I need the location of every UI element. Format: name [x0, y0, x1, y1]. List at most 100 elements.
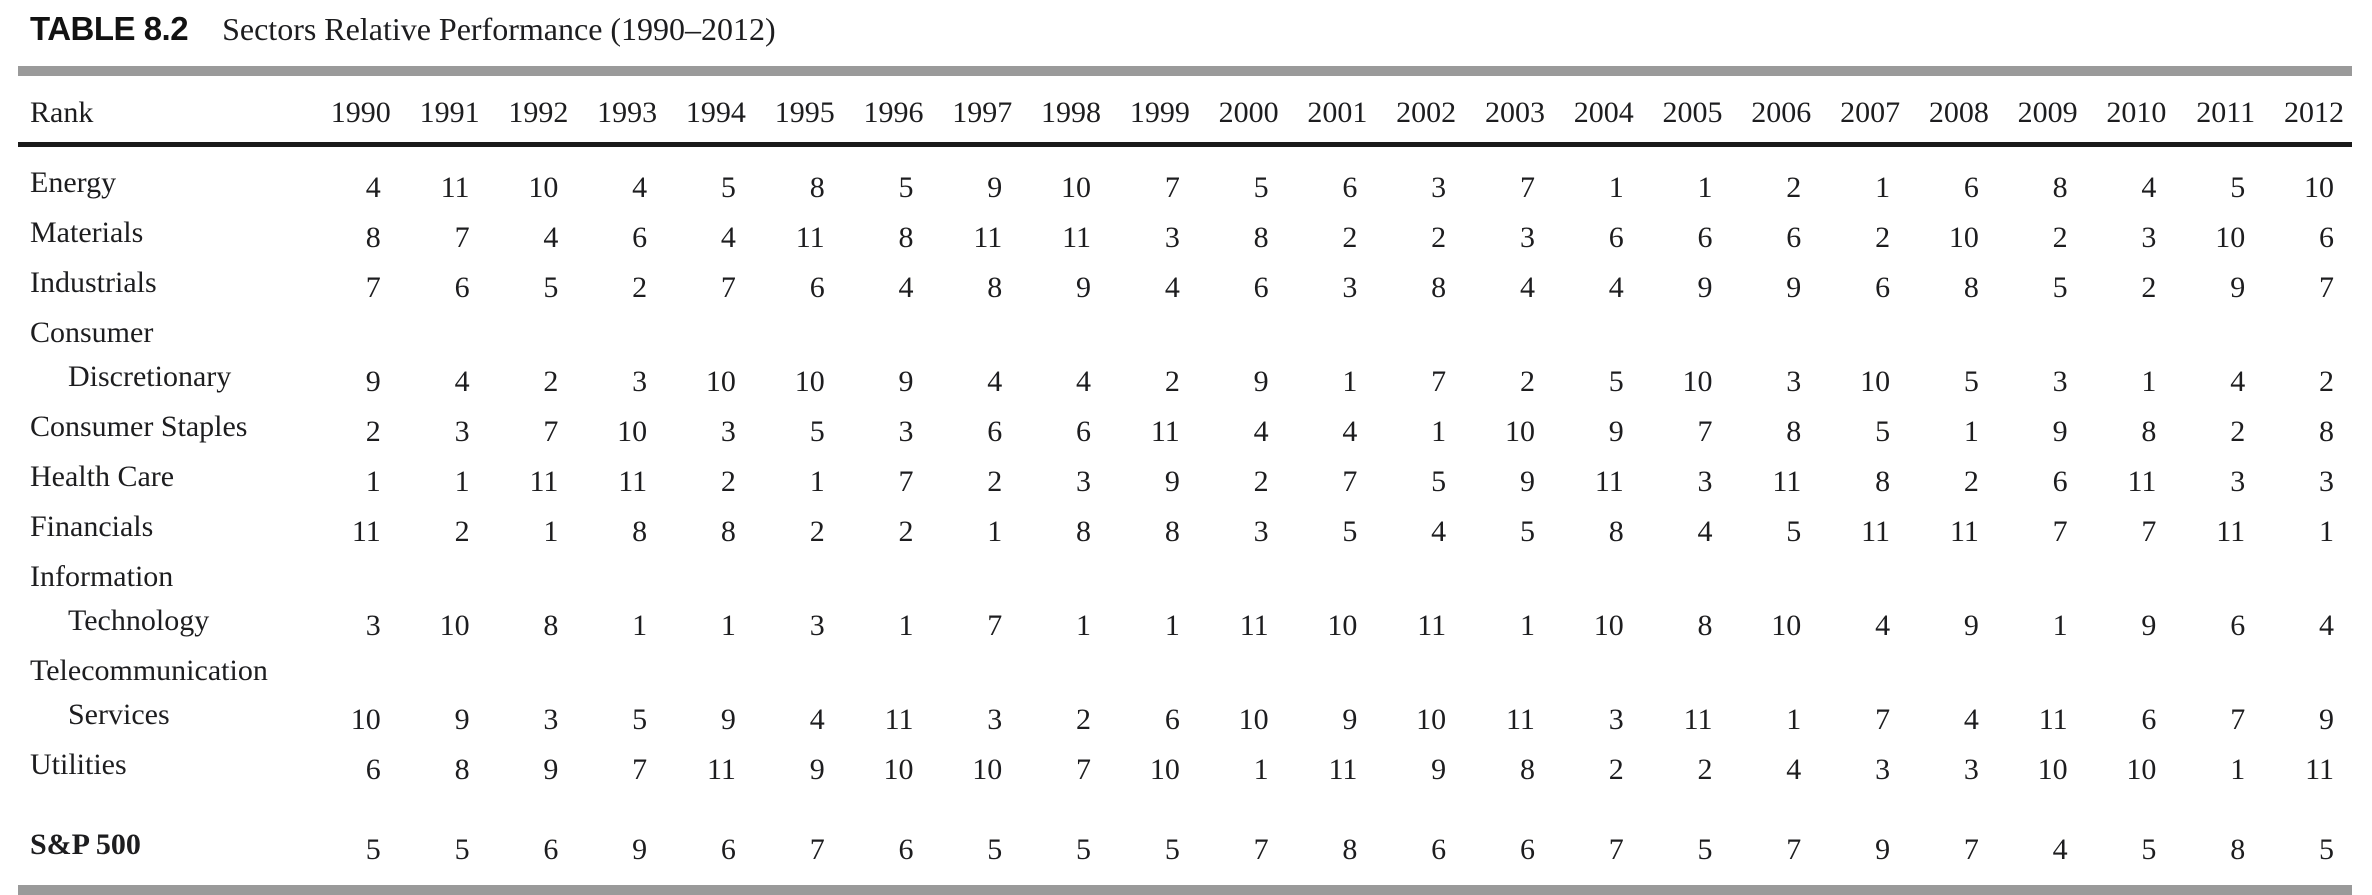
year-header: 2000	[1197, 76, 1287, 147]
rank-cell: 10	[1061, 171, 1092, 204]
rank-cell: 8	[809, 171, 825, 204]
rank-cell: 11	[973, 221, 1003, 254]
rank-cell: 9	[720, 703, 736, 736]
rank-cell: 4	[2230, 365, 2246, 398]
rank-cell: 10	[794, 365, 825, 398]
rank-cell: 5	[2141, 833, 2157, 866]
rank-cell: 1	[1519, 609, 1535, 642]
rank-cell: 3	[1697, 465, 1713, 498]
rank-cell: 6	[632, 221, 648, 254]
row-label: Energy	[18, 145, 310, 212]
table-body: Energy 4 11 10 4 5 8 5 9 10 7 5 6 3 7 1 1 2 1 6 8 4 5 10 Materia…	[18, 145, 2352, 874]
rank-cell: 11	[440, 171, 470, 204]
row-label-line: Utilities	[30, 748, 127, 781]
rank-cell: 7	[898, 465, 914, 498]
rank-cell: 1	[1431, 415, 1447, 448]
rank-column-header: Rank	[18, 76, 310, 147]
rank-cell: 6	[2141, 703, 2157, 736]
header-row: Rank 1990 1991 1992 1993 1994 1995 1996 1997 199…	[18, 76, 2352, 147]
rank-cell: 9	[1342, 703, 1358, 736]
rank-cell: 4	[543, 221, 559, 254]
rank-cell: 10	[2304, 171, 2334, 204]
rank-cell: 1	[1963, 415, 1979, 448]
table-row: Consumer Discretionary 9 4 2 3 10 10 9 4 4 2 9 1 7 2 5 10…	[18, 311, 2352, 405]
rank-cell: 9	[2319, 703, 2334, 736]
rank-cell: 1	[720, 609, 736, 642]
row-label-line: Health Care	[30, 460, 175, 493]
rank-cell: 11	[351, 515, 381, 548]
rank-cell: 8	[454, 753, 470, 786]
rank-cell: 1	[365, 465, 381, 498]
rank-cell: 4	[454, 365, 470, 398]
rank-cell: 2	[1963, 465, 1979, 498]
rank-cell: 3	[365, 609, 381, 642]
rank-cell: 10	[1771, 609, 1802, 642]
year-header: 1991	[398, 76, 488, 147]
rank-cell: 4	[2141, 171, 2157, 204]
rank-cell: 6	[1519, 833, 1535, 866]
rank-cell: 6	[454, 271, 470, 304]
rank-cell: 11	[1150, 415, 1180, 448]
rank-cell: 9	[1875, 833, 1891, 866]
rank-cell: 6	[720, 833, 736, 866]
year-header: 1995	[753, 76, 843, 147]
table-row: Energy 4 11 10 4 5 8 5 9 10 7 5 6 3 7 1 1 2 1 6 8 4 5 10	[18, 145, 2352, 212]
rank-cell: 2	[2052, 221, 2068, 254]
rank-cell: 5	[1076, 833, 1092, 866]
rank-cell: 1	[1164, 609, 1180, 642]
table-caption: Sectors Relative Performance (1990–2012)	[222, 11, 776, 47]
table-row: Telecommunication Services 10 9 3 5 9 4 11 3 2 6 10 9…	[18, 649, 2352, 743]
rank-cell: 5	[365, 833, 381, 866]
year-header: 2002	[1375, 76, 1465, 147]
rank-cell: 3	[2052, 365, 2068, 398]
rank-cell: 5	[2319, 833, 2334, 866]
rank-cell: 9	[454, 703, 470, 736]
table-row: Financials 11 2 1 8 8 2 2 1 8 8 3 5 4 5 8 4 5 11 11 7 7 11 1	[18, 505, 2352, 555]
rank-cell: 11	[707, 753, 736, 786]
rank-cell: 1	[987, 515, 1003, 548]
rank-cell: 11	[1594, 465, 1624, 498]
rank-cell: 2	[543, 365, 559, 398]
rank-cell: 1	[1076, 609, 1092, 642]
rank-cell: 11	[1417, 609, 1447, 642]
row-label-line: Technology	[68, 604, 210, 637]
table-row: Information Technology 3 10 8 1 1 3 1 7 1 1 11 10 11 1 1…	[18, 555, 2352, 649]
rank-cell: 2	[720, 465, 736, 498]
rank-cell: 9	[2052, 415, 2068, 448]
row-label-line: Services	[68, 698, 170, 731]
rank-cell: 1	[2141, 365, 2157, 398]
rank-cell: 4	[1431, 515, 1447, 548]
rank-cell: 8	[543, 609, 559, 642]
rank-cell: 3	[1076, 465, 1092, 498]
rank-cell: 4	[1164, 271, 1180, 304]
row-label: Utilities	[18, 743, 310, 793]
rank-cell: 7	[2052, 515, 2068, 548]
year-header: 2003	[1464, 76, 1553, 147]
rank-cell: 10	[350, 703, 381, 736]
rank-cell: 6	[2052, 465, 2068, 498]
rank-cell: 11	[2305, 753, 2334, 786]
rank-cell: 1	[1697, 171, 1713, 204]
rank-cell: 6	[1164, 703, 1180, 736]
table-row: Consumer Staples 2 3 7 10 3 5 3 6 6 11 4 4 1 10 9 7 8 5 1 9 8…	[18, 405, 2352, 455]
rank-cell: 2	[1608, 753, 1624, 786]
rank-cell: 8	[1164, 515, 1180, 548]
rank-cell: 2	[809, 515, 825, 548]
rank-cell: 1	[543, 515, 559, 548]
rank-cell: 4	[2052, 833, 2068, 866]
rank-cell: 4	[898, 271, 914, 304]
rank-cell: 10	[705, 365, 736, 398]
row-label: Consumer Discretionary	[18, 311, 310, 405]
rank-cell: 8	[2319, 415, 2334, 448]
rank-cell: 7	[2141, 515, 2157, 548]
rank-cell: 6	[1076, 415, 1092, 448]
rank-cell: 7	[365, 271, 381, 304]
rank-cell: 2	[1076, 703, 1092, 736]
rank-cell: 4	[632, 171, 648, 204]
rank-cell: 4	[1697, 515, 1713, 548]
top-divider-rule	[18, 66, 2352, 76]
year-header: 1998	[1020, 76, 1110, 147]
rank-cell: 5	[632, 703, 648, 736]
year-header: 2012	[2263, 76, 2352, 147]
